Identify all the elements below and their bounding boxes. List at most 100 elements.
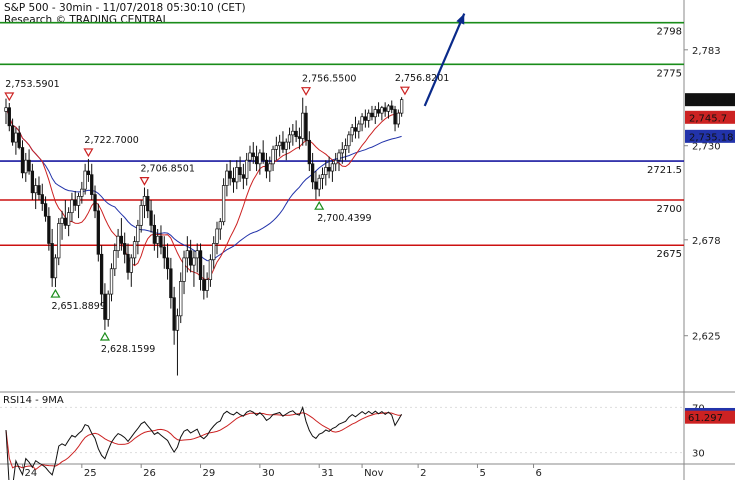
time-tick-label: 5 xyxy=(479,468,485,479)
candle xyxy=(254,156,259,165)
candle xyxy=(149,210,153,226)
candle xyxy=(373,109,377,118)
candle xyxy=(350,127,354,136)
ma-fast-badge-label: 2,745.7 xyxy=(689,113,727,124)
candle xyxy=(268,163,272,172)
swing-low-marker xyxy=(99,331,110,341)
level-label-2721.5: 2721.5 xyxy=(647,165,682,176)
candle xyxy=(179,281,183,317)
rsi-line xyxy=(5,405,403,480)
candle xyxy=(376,109,381,114)
candle xyxy=(231,177,236,183)
price-tick-label: 2,625 xyxy=(692,332,721,343)
candle xyxy=(380,107,384,114)
candle xyxy=(90,174,94,195)
candle xyxy=(172,297,176,331)
candle xyxy=(198,250,203,280)
candle xyxy=(53,257,58,279)
candle xyxy=(241,174,246,179)
candle xyxy=(274,145,279,150)
candle xyxy=(390,105,394,110)
candle xyxy=(386,105,391,112)
time-tick-label: 31 xyxy=(321,468,334,479)
candle xyxy=(399,99,404,114)
candle xyxy=(258,152,262,165)
candle xyxy=(24,159,28,174)
candle xyxy=(60,217,64,224)
candle xyxy=(126,253,130,273)
swing-high-marker xyxy=(139,177,150,186)
candle xyxy=(235,167,239,183)
candle xyxy=(63,217,67,226)
candle xyxy=(103,293,107,320)
time-tick-label: 6 xyxy=(536,468,542,479)
rsi-title: RSI14 - 9MA xyxy=(3,395,64,406)
candle xyxy=(175,315,180,331)
candle xyxy=(73,199,77,206)
candle xyxy=(294,130,298,138)
candle xyxy=(248,152,252,161)
swing-high-marker xyxy=(300,87,312,96)
forecast-arrow-head xyxy=(456,13,465,25)
time-axis: 24 25 26 29 30 31 Nov 2 5 6 xyxy=(21,464,542,479)
candle xyxy=(314,181,318,190)
candles-layer xyxy=(4,97,404,376)
candle xyxy=(337,152,341,161)
candle xyxy=(83,170,87,190)
candle xyxy=(113,250,117,270)
candle xyxy=(106,293,110,320)
candle xyxy=(109,268,114,295)
candle xyxy=(383,107,387,112)
candle xyxy=(278,141,282,147)
candle xyxy=(152,224,157,244)
candle xyxy=(202,279,206,291)
candle xyxy=(146,196,150,212)
price-panel xyxy=(0,0,684,392)
candle xyxy=(238,167,242,176)
swing-low-marker xyxy=(314,200,325,210)
candle xyxy=(119,235,124,244)
candle xyxy=(96,210,100,255)
candle xyxy=(43,203,48,217)
time-tick-label: 2 xyxy=(420,468,426,479)
candle xyxy=(132,241,137,259)
candle xyxy=(70,199,74,214)
swing-high-marker xyxy=(399,86,410,96)
candle xyxy=(66,212,71,226)
forecast-arrow-shaft xyxy=(423,13,466,107)
candle xyxy=(291,130,295,136)
candle xyxy=(10,125,15,143)
price-tick-label: 2,730 xyxy=(692,142,721,153)
time-tick-label: 25 xyxy=(84,468,97,479)
forecast-arrow xyxy=(423,13,466,107)
candle xyxy=(281,141,285,150)
candle xyxy=(317,177,321,190)
price-axis: 2,783 2,730 2,678 2,625 2,755.45 2,745.7 2,735… xyxy=(684,46,735,343)
candle xyxy=(99,253,104,295)
candle xyxy=(297,136,302,139)
candle xyxy=(165,257,170,270)
swing-low-label: 2,700.4399 xyxy=(317,213,371,224)
candle xyxy=(396,112,400,125)
swing-high-label: 2,722.7000 xyxy=(84,135,138,146)
ma-slow-badge xyxy=(685,129,735,143)
candle xyxy=(116,235,120,252)
candle xyxy=(287,134,292,143)
level-label-2675: 2675 xyxy=(657,249,682,260)
swing-high-marker xyxy=(4,92,15,102)
candle xyxy=(343,145,348,150)
candle xyxy=(185,250,189,259)
candle xyxy=(195,250,199,259)
candle xyxy=(251,152,255,157)
candle xyxy=(228,170,232,179)
candle xyxy=(205,279,209,291)
candle xyxy=(4,107,8,112)
annotations-layer: 2,753.5901 2,722.7000 2,706.8501 2,756.5500… xyxy=(4,73,449,355)
candle xyxy=(192,257,196,266)
candle xyxy=(129,257,133,273)
candle xyxy=(225,170,229,186)
candle xyxy=(142,196,147,206)
last-price-badge xyxy=(685,93,735,107)
candle xyxy=(221,185,226,223)
ma-slow-badge-label: 2,735.18 xyxy=(689,132,734,143)
